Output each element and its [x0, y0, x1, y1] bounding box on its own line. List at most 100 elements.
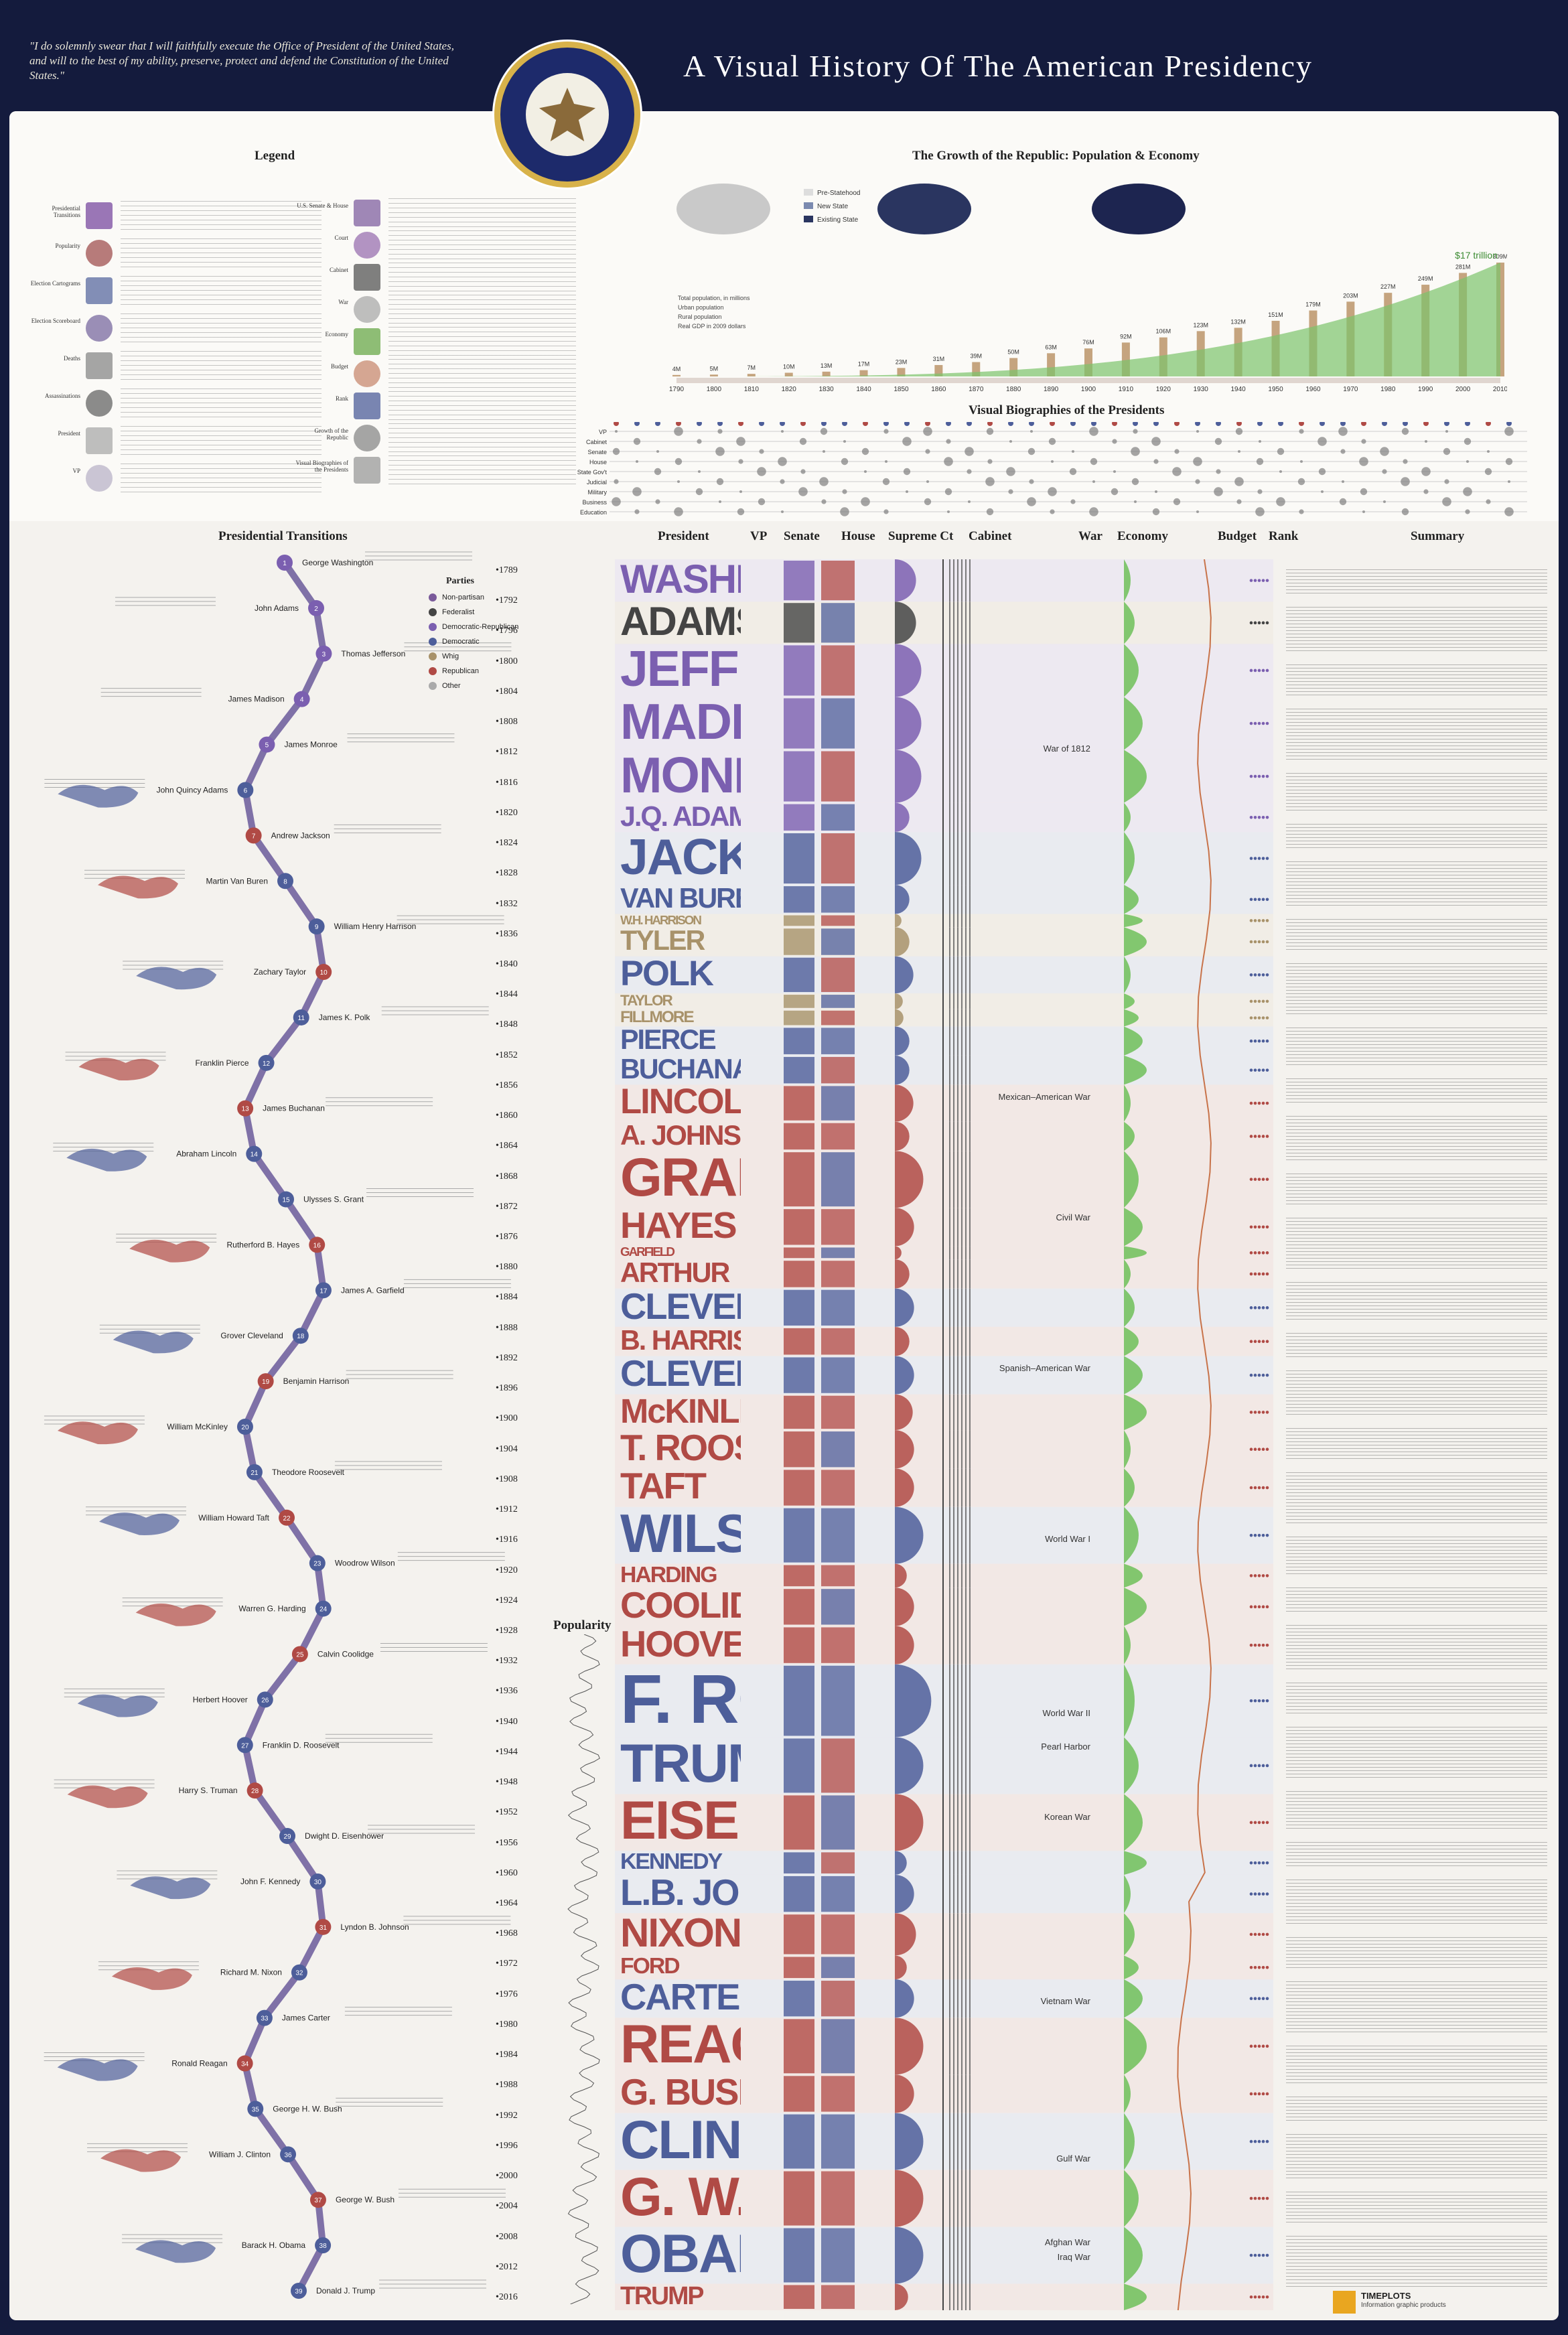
growth-year-label: 1850 — [894, 386, 909, 393]
president-dot — [946, 422, 951, 426]
bio-dot — [1027, 497, 1036, 506]
bio-dot — [1072, 450, 1074, 453]
rank-dot — [1253, 1965, 1257, 1969]
supreme-court-icon — [895, 2113, 924, 2170]
growth-year-label: 1930 — [1194, 386, 1209, 393]
bio-dot — [1403, 459, 1408, 464]
summary-paragraph — [1286, 664, 1547, 698]
transition-name: James Monroe — [284, 740, 338, 750]
legend-label: President — [58, 430, 81, 437]
economy-shape — [1124, 1874, 1131, 1914]
president-name: HARDING — [620, 1563, 718, 1587]
bio-dot — [781, 510, 784, 513]
rank-dot — [1257, 857, 1261, 860]
bio-dot — [1070, 499, 1076, 504]
term-band — [615, 2283, 1273, 2310]
election-cartogram-icon — [99, 1512, 180, 1535]
president-number: 3 — [322, 651, 326, 658]
legend-sample-icon — [86, 427, 113, 454]
term-band — [615, 914, 1273, 928]
rank-dot — [1257, 1373, 1261, 1377]
transition-name: Warren G. Harding — [238, 1604, 305, 1614]
us-map-icon — [877, 184, 971, 234]
year-label: •1856 — [496, 1080, 518, 1090]
rank-dot — [1261, 999, 1265, 1003]
bio-dot — [1442, 497, 1451, 506]
year-label: •1956 — [496, 1837, 518, 1848]
rank-dot — [1257, 1574, 1261, 1577]
supreme-court-icon — [895, 1851, 907, 1875]
rank-dot — [1253, 1643, 1257, 1647]
bio-dot — [1342, 480, 1344, 483]
rank-dot — [1261, 1965, 1265, 1969]
president-name: TAFT — [620, 1468, 707, 1507]
rank-dot — [1249, 1101, 1253, 1105]
bio-dot — [1300, 460, 1303, 463]
summary-paragraph — [1286, 1981, 1547, 2035]
bio-dot — [1048, 487, 1057, 496]
bio-dot — [1256, 457, 1264, 466]
bio-dot — [841, 457, 849, 466]
bio-dot — [1131, 478, 1139, 486]
rank-dot — [1249, 1892, 1253, 1896]
rank-dot — [1249, 1068, 1253, 1072]
economy-shape — [1124, 1394, 1147, 1431]
bio-dot — [944, 457, 953, 466]
legend-row: Growth of the Republic — [295, 423, 596, 464]
rank-dot — [1249, 1764, 1253, 1768]
party-other: Other — [429, 682, 461, 694]
bio-dot — [946, 439, 951, 444]
president-name: BUCHANAN — [620, 1055, 741, 1084]
bio-dot — [885, 460, 887, 463]
senate-bar — [784, 2228, 814, 2283]
senate-bar — [784, 1470, 814, 1506]
rank-dot — [1249, 1965, 1253, 1969]
president-number: 8 — [283, 878, 287, 886]
bio-dot — [1257, 489, 1263, 494]
bio-dot — [1155, 490, 1157, 493]
year-label: •1936 — [496, 1686, 518, 1697]
president-number: 18 — [297, 1333, 305, 1340]
president-name: WASHINGTON — [620, 559, 741, 602]
senate-bar — [784, 1247, 814, 1259]
legend-label: Court — [334, 234, 348, 241]
president-number: 37 — [314, 2197, 322, 2204]
president-number: 27 — [241, 1742, 249, 1750]
population-bar — [822, 371, 831, 376]
timeplots-logo-icon — [1333, 2291, 1356, 2314]
economy-shape — [1124, 602, 1135, 644]
president-number: 33 — [261, 2015, 269, 2023]
rank-dot — [1253, 721, 1257, 725]
economy-shape — [1124, 2170, 1139, 2227]
rank-dot — [1249, 1486, 1253, 1490]
transition-name: Lyndon B. Johnson — [340, 1922, 409, 1932]
summary-paragraph — [1286, 861, 1547, 908]
bio-dot — [677, 480, 680, 483]
year-label: •1984 — [496, 2050, 518, 2060]
bio-dot — [781, 430, 784, 433]
growth-year-label: 1810 — [744, 386, 760, 393]
legend-description — [121, 388, 322, 421]
year-label: •1916 — [496, 1535, 518, 1545]
rank-dot — [1265, 1574, 1269, 1577]
economy-shape — [1124, 750, 1147, 803]
legend-title: Legend — [255, 149, 295, 163]
rank-dot — [1253, 1892, 1257, 1896]
year-label: •1852 — [496, 1050, 518, 1060]
party-dot-icon — [429, 682, 437, 691]
president-name: GARFIELD — [620, 1246, 675, 1259]
transition-name: Franklin Pierce — [196, 1058, 249, 1068]
rank-dot — [1265, 1447, 1269, 1452]
rank-dot — [1261, 1997, 1265, 2000]
bio-dot — [923, 427, 932, 436]
legend-row: Rank — [295, 391, 596, 431]
president-number-marker — [257, 1691, 273, 1708]
house-bar — [821, 1056, 855, 1084]
bio-dot — [656, 450, 659, 453]
bio-dot — [1238, 450, 1240, 453]
president-number: 26 — [261, 1697, 269, 1704]
rank-dot — [1261, 1373, 1265, 1377]
bio-dot — [1318, 468, 1326, 476]
party-dot-icon — [429, 593, 437, 602]
president-number-marker — [309, 1873, 326, 1890]
